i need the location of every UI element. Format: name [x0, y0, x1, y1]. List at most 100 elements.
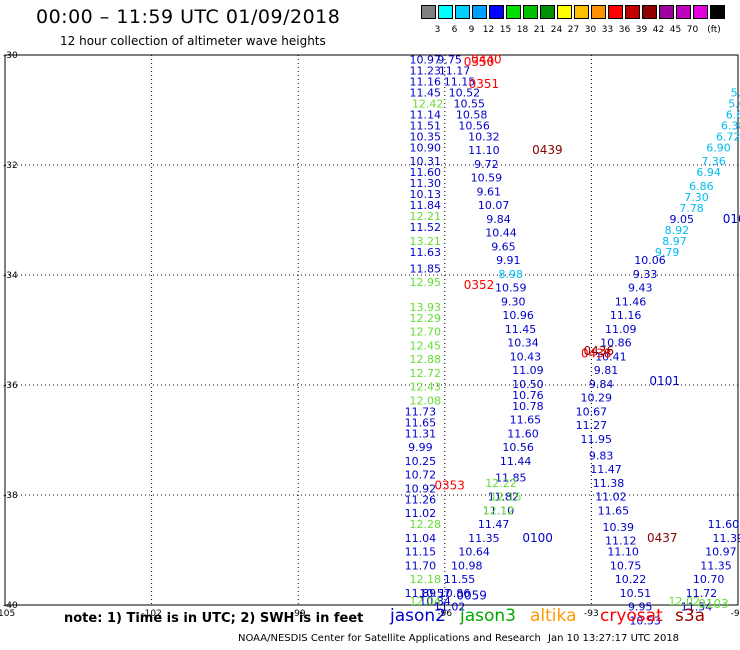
data-point-label: 11.02 [434, 601, 466, 614]
data-point-label: 10.70 [693, 573, 725, 586]
data-point-label: 7.30 [684, 191, 709, 204]
data-point-label: 11.38 [593, 477, 625, 490]
data-point-label: 10.75 [610, 559, 642, 572]
colorbar-swatch [489, 5, 504, 19]
data-point-label: 12.88 [410, 353, 442, 366]
data-point-label: 0351 [469, 77, 500, 91]
data-point-label: 11.10 [607, 546, 639, 559]
data-point-label: 10.22 [615, 573, 647, 586]
colorbar-swatch [676, 5, 691, 19]
colorbar-swatch [472, 5, 487, 19]
data-point-label: 11.45 [505, 323, 537, 336]
colorbar-swatch [591, 5, 606, 19]
data-point-label: 12.42 [412, 97, 444, 110]
data-point-label: 10.97 [705, 546, 737, 559]
data-point-label: 10.32 [468, 130, 500, 143]
data-point-label: 11.55 [444, 573, 476, 586]
data-point-label: 6.90 [706, 141, 731, 154]
data-point-label: 9.61 [477, 185, 502, 198]
data-point-label: 11.52 [410, 221, 442, 234]
colorbar-swatch [523, 5, 538, 19]
y-tick-label: -38 [3, 491, 18, 501]
data-point-label: 7.36 [701, 155, 726, 168]
data-point-label: 7.78 [679, 202, 704, 215]
data-point-label: 12.08 [410, 394, 442, 407]
data-point-label: 13.21 [410, 235, 442, 248]
x-tick-label: -90 [731, 609, 740, 619]
colorbar-swatch [642, 5, 657, 19]
data-point-label: 9.72 [474, 158, 499, 171]
data-point-label: 10.56 [458, 119, 490, 132]
data-point-label: 10.98 [451, 559, 483, 572]
data-point-label: 9.79 [655, 246, 680, 259]
data-point-label: 11.10 [483, 504, 515, 517]
data-point-label: 0436 [583, 344, 614, 358]
data-point-label: 10.78 [512, 400, 544, 413]
data-point-label: 10.41 [595, 350, 627, 363]
data-point-label: 6.94 [696, 166, 721, 179]
timestamp-text: Jan 10 13:27:17 UTC 2018 [548, 633, 680, 644]
data-point-label: 11.26 [405, 493, 437, 506]
x-tick-label: -105 [0, 609, 15, 619]
data-point-label: 10.44 [485, 227, 517, 240]
data-point-label: 8.98 [499, 268, 524, 281]
data-point-label: 11.85 [410, 262, 442, 275]
data-point-label: 0100 [522, 531, 553, 545]
data-point-label: 11.44 [500, 455, 532, 468]
data-point-label: 10.59 [471, 172, 503, 185]
data-point-label: 10.55 [453, 97, 485, 110]
colorbar-label: 30 [584, 25, 597, 35]
data-point-label: 11.16 [410, 75, 442, 88]
data-point-label: 0440 [471, 52, 502, 66]
data-point-label: 12.95 [410, 276, 442, 289]
data-point-label: 11.23 [410, 64, 442, 77]
x-tick-label: -102 [141, 609, 161, 619]
data-point-label: 12.43 [410, 381, 442, 394]
data-point-label: 11.47 [590, 463, 622, 476]
data-point-label: 12.04 [410, 595, 442, 608]
data-point-label: 11.30 [410, 177, 442, 190]
colorbar-swatch [421, 5, 436, 19]
colorbar-swatch [506, 5, 521, 19]
data-point-label: 8.92 [665, 224, 690, 237]
data-point-label: 10.31 [410, 155, 442, 168]
data-point-label: 11.82 [488, 491, 520, 504]
data-point-label: 11.60 [708, 518, 740, 531]
data-point-label: 12.18 [410, 573, 442, 586]
data-point-label: 12.15 [490, 491, 522, 504]
colorbar-label: 36 [618, 25, 631, 35]
data-point-label: 11.72 [686, 587, 718, 600]
y-tick-label: -32 [3, 161, 18, 171]
y-tick-label: -36 [3, 381, 18, 391]
data-point-label: 10.59 [495, 282, 527, 295]
data-point-label: 6.72 [716, 130, 740, 143]
satellite-s3a: s3a [675, 606, 706, 626]
colorbar-swatch [608, 5, 623, 19]
satellite-altika: altika [530, 606, 577, 626]
data-point-label: 11.15 [444, 75, 476, 88]
data-point-label: 11.47 [478, 518, 510, 531]
data-point-label: 10.57 [419, 587, 451, 600]
data-point-label: 0353 [434, 479, 465, 493]
colorbar-label: 21 [533, 25, 546, 35]
data-point-label: 10.06 [634, 254, 666, 267]
plot-frame [4, 54, 739, 606]
data-point-label: 6.86 [689, 180, 714, 193]
data-point-label: 10.53 [629, 614, 661, 627]
data-point-label: 9.83 [589, 449, 614, 462]
colorbar-swatch [540, 5, 555, 19]
data-point-label: 11.89 [405, 587, 437, 600]
data-point-label: 5.64 [728, 97, 740, 110]
data-point-label: 6.38 [721, 119, 740, 132]
data-point-label: 11.65 [510, 414, 542, 427]
data-point-label: 12.12 [483, 504, 515, 517]
colorbar-label: 70 [686, 25, 699, 35]
data-point-label: 11.35 [468, 532, 500, 545]
y-tick-label: -40 [3, 601, 18, 611]
data-point-label: 11.70 [405, 559, 437, 572]
data-point-label: 0438 [581, 347, 612, 361]
data-point-label: 9.65 [491, 240, 516, 253]
data-point-label: 0352 [464, 278, 495, 292]
data-point-label: 11.04 [405, 532, 437, 545]
data-point-label: 12.21 [410, 210, 442, 223]
